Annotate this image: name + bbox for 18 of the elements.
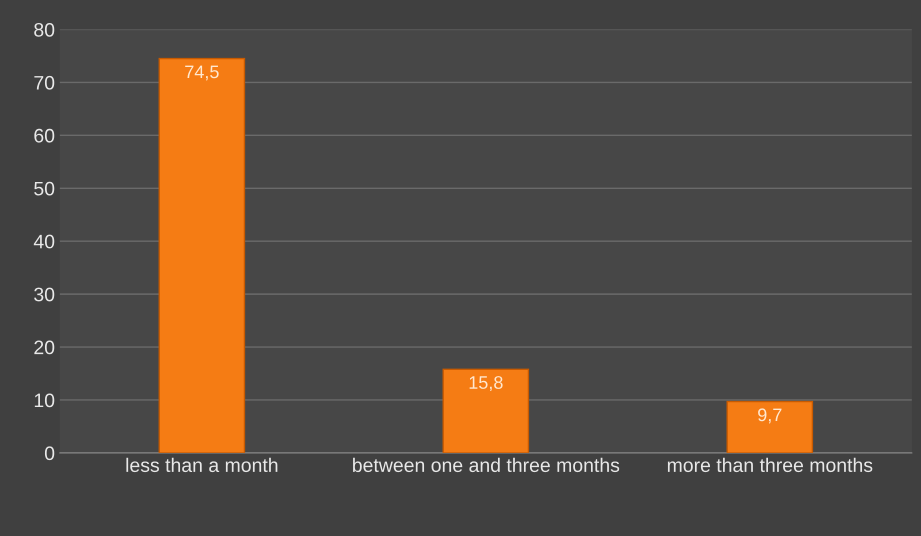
y-tick-label: 50: [34, 182, 54, 196]
data-label: 15,8: [470, 376, 503, 392]
data-label: 9,7: [758, 408, 782, 424]
y-tick-label: 20: [34, 340, 54, 354]
x-tick-label: more than three months: [668, 458, 872, 472]
data-label: 74,5: [185, 66, 219, 80]
y-tick-label: 10: [34, 393, 54, 408]
y-tick-label: 60: [34, 128, 54, 143]
y-tick-label: 0: [44, 446, 54, 460]
x-tick-label: between one and three months: [353, 458, 620, 472]
bar: [726, 400, 814, 453]
x-tick-label: less than a month: [126, 458, 278, 472]
y-tick-label: 70: [34, 76, 54, 90]
y-tick-label: 30: [34, 288, 54, 302]
y-tick-label: 80: [34, 22, 54, 37]
bar: [158, 58, 246, 453]
bar: [442, 368, 530, 453]
y-tick-label: 40: [34, 234, 54, 248]
